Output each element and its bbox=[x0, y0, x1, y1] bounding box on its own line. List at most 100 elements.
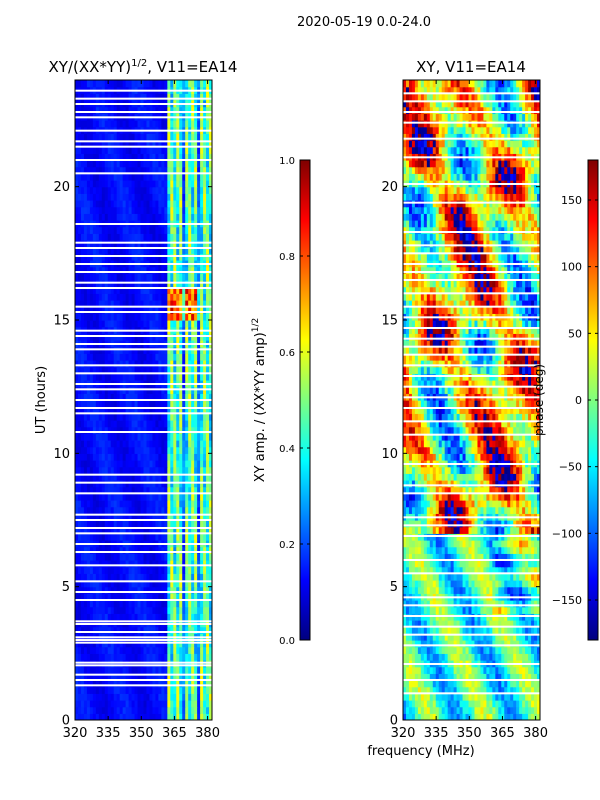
phase-heat-cell bbox=[510, 686, 514, 694]
amp-heat-cell bbox=[170, 213, 174, 221]
amp-heat-cell bbox=[206, 413, 210, 421]
amp-heat-cell bbox=[146, 566, 151, 574]
amp-heat-cell bbox=[89, 313, 94, 321]
amp-heat-cell bbox=[110, 293, 115, 301]
amp-heat-cell bbox=[92, 580, 97, 588]
amp-heat-cell bbox=[164, 446, 168, 454]
amp-heat-cell bbox=[75, 493, 79, 501]
amp-heat-cell bbox=[173, 286, 177, 294]
amp-heat-cell bbox=[170, 246, 174, 254]
amp-heat-cell bbox=[197, 146, 201, 154]
amp-heat-cell bbox=[155, 120, 159, 128]
amp-heat-cell bbox=[176, 180, 180, 188]
amp-heat-cell bbox=[140, 160, 145, 168]
amp-heat-cell bbox=[158, 413, 162, 421]
amp-heat-cell bbox=[203, 446, 207, 454]
amp-heat-cell bbox=[143, 680, 148, 688]
amp-heat-cell bbox=[194, 213, 198, 221]
amp-heat-cell bbox=[113, 266, 118, 274]
amp-heat-cell bbox=[173, 680, 177, 688]
amp-heat-cell bbox=[116, 500, 121, 508]
amp-heat-cell bbox=[179, 293, 183, 301]
amp-heat-cell bbox=[125, 266, 130, 274]
amp-title: XY/(XX*YY)1/2, V11=EA14 bbox=[49, 58, 238, 76]
amp-heat-cell bbox=[137, 466, 142, 474]
amp-heat-cell bbox=[101, 560, 106, 568]
amp-heat-cell bbox=[194, 546, 198, 554]
amp-heat-cell bbox=[95, 546, 100, 554]
phase-heat-cell bbox=[405, 713, 410, 720]
amp-heat-cell bbox=[161, 613, 165, 621]
amp-heat-cell bbox=[125, 613, 130, 621]
amp-heat-cell bbox=[77, 186, 82, 194]
amp-heat-cell bbox=[185, 186, 189, 194]
phase-heat-cell bbox=[468, 700, 473, 708]
amp-heat-cell bbox=[134, 700, 139, 708]
amp-heat-cell bbox=[75, 186, 79, 194]
amp-heat-cell bbox=[164, 440, 168, 448]
amp-heat-cell bbox=[191, 413, 195, 421]
amp-heat-cell bbox=[197, 206, 201, 214]
amp-heat-cell bbox=[95, 626, 100, 634]
amp-heat-cell bbox=[119, 200, 124, 208]
amp-ytick-label: 5 bbox=[62, 580, 70, 595]
amp-heat-cell bbox=[83, 626, 88, 634]
amp-heat-cell bbox=[176, 406, 180, 414]
amp-heat-cell bbox=[110, 520, 115, 528]
amp-heat-cell bbox=[104, 560, 109, 568]
phase-heat-cell bbox=[525, 653, 529, 661]
amp-heat-cell bbox=[134, 226, 139, 234]
phase-heat-cell bbox=[492, 680, 496, 688]
amp-heat-cell bbox=[119, 320, 124, 328]
amp-heat-cell bbox=[125, 420, 130, 428]
amp-heat-cell bbox=[140, 506, 145, 514]
phase-heat-cell bbox=[403, 653, 407, 661]
amp-heat-cell bbox=[92, 613, 97, 621]
amp-heat-cell bbox=[104, 520, 109, 528]
amp-heat-cell bbox=[158, 206, 162, 214]
amp-heat-cell bbox=[176, 246, 180, 254]
amp-heat-cell bbox=[131, 213, 136, 221]
amp-heat-cell bbox=[149, 140, 154, 148]
amp-heat-cell bbox=[146, 493, 151, 501]
amp-heat-cell bbox=[194, 286, 198, 294]
amp-heat-cell bbox=[191, 286, 195, 294]
amp-heat-cell bbox=[89, 653, 94, 661]
phase-heat-cell bbox=[456, 706, 461, 714]
amp-heat-cell bbox=[122, 606, 127, 614]
amp-heat-cell bbox=[125, 106, 130, 114]
amp-heat-cell bbox=[116, 306, 121, 314]
amp-heat-cell bbox=[101, 186, 106, 194]
amp-heat-cell bbox=[173, 693, 177, 701]
amp-heat-cell bbox=[119, 160, 124, 168]
amp-heat-cell bbox=[119, 513, 124, 521]
amp-heat-cell bbox=[179, 393, 183, 401]
amp-heat-cell bbox=[95, 466, 100, 474]
amp-ytick-label: 15 bbox=[53, 314, 70, 329]
amp-heat-cell bbox=[89, 226, 94, 234]
amp-heat-cell bbox=[197, 580, 201, 588]
amp-heat-cell bbox=[158, 706, 162, 714]
amp-heat-cell bbox=[194, 693, 198, 701]
amp-heat-cell bbox=[164, 120, 168, 128]
amp-heat-cell bbox=[110, 366, 115, 374]
amp-heat-cell bbox=[128, 286, 133, 294]
amp-heat-cell bbox=[110, 680, 115, 688]
amp-heat-cell bbox=[206, 580, 210, 588]
phase-heat-cell bbox=[537, 653, 540, 661]
amp-heat-cell bbox=[86, 520, 91, 528]
phase-heat-cell bbox=[414, 693, 419, 701]
phase-heat-cell bbox=[423, 653, 428, 661]
phase-heat-cell bbox=[465, 680, 470, 688]
amp-heat-cell bbox=[167, 420, 171, 428]
amp-heat-cell bbox=[107, 406, 112, 414]
amp-heat-cell bbox=[176, 366, 180, 374]
amp-heat-cell bbox=[92, 420, 97, 428]
amp-heat-cell bbox=[170, 653, 174, 661]
amp-heat-cell bbox=[98, 266, 103, 274]
amp-heat-cell bbox=[152, 573, 157, 581]
phase-heat-cell bbox=[408, 680, 413, 688]
amp-heat-cell bbox=[152, 533, 157, 541]
amp-heat-cell bbox=[116, 426, 121, 434]
amp-heat-cell bbox=[191, 80, 195, 88]
